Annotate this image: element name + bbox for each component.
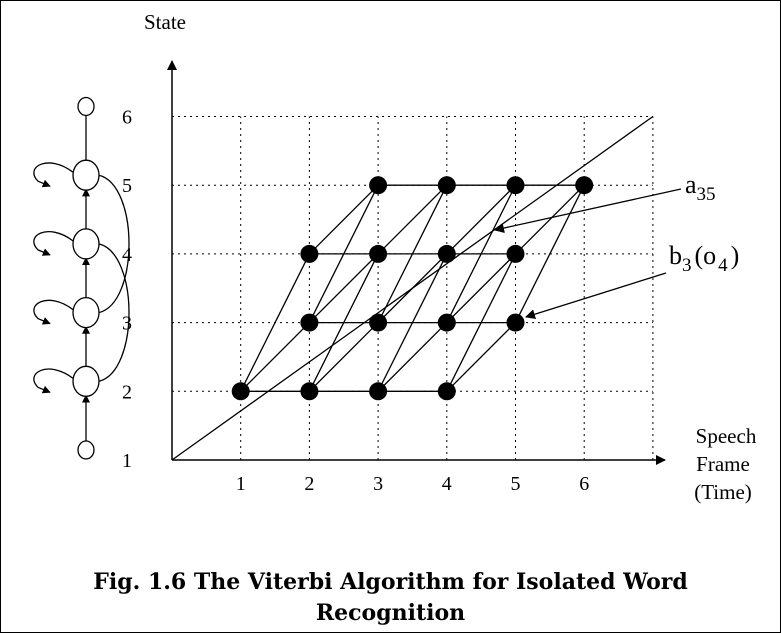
- figure-caption-line1: Fig. 1.6 The Viterbi Algorithm for Isola…: [93, 569, 688, 595]
- figure-caption-line2: Recognition: [315, 600, 466, 626]
- transition-edge: [240, 253, 310, 392]
- o-subscript: 4: [718, 255, 728, 276]
- hmm-self-loop: [33, 368, 74, 394]
- b-subscript: 3: [682, 255, 692, 276]
- hmm-state-3: [72, 296, 100, 329]
- transition-edge: [377, 253, 448, 324]
- hmm-self-loop: [33, 231, 74, 256]
- a35-subscript: 35: [697, 184, 716, 205]
- x-tick-label: 5: [511, 473, 521, 495]
- trellis-node: [506, 244, 525, 263]
- a35-base: a: [685, 170, 697, 199]
- transition-edge: [446, 184, 516, 255]
- trellis-node: [300, 313, 319, 332]
- hmm-state-6: [77, 96, 95, 117]
- hmm-state-1: [77, 440, 95, 460]
- trellis-node: [506, 176, 525, 195]
- transition-edge: [514, 184, 585, 323]
- x-tick-label: 3: [373, 473, 383, 495]
- trellis-node: [437, 244, 456, 263]
- y-tick-label: 5: [122, 175, 132, 197]
- x-axis-title-line1: Speech: [696, 424, 757, 448]
- y-tick-label: 4: [122, 244, 132, 266]
- hmm-skip-transition: [98, 243, 130, 382]
- trellis-node: [231, 382, 250, 401]
- b3o4-label: b3 (o 4): [669, 241, 739, 276]
- y-tick-label: 3: [122, 313, 132, 335]
- x-tick-labels: 1 2 3 4 5 6: [236, 473, 590, 495]
- transition-edge: [377, 184, 448, 255]
- trellis-node: [369, 382, 388, 401]
- x-axis-title-line2: Frame: [696, 452, 750, 476]
- y-tick-label: 1: [122, 450, 132, 472]
- x-tick-label: 4: [442, 473, 452, 495]
- transition-edge: [308, 253, 379, 324]
- hmm-skip-transition: [98, 174, 130, 314]
- transition-edge: [308, 184, 379, 255]
- trellis-node: [437, 176, 456, 195]
- trellis-node: [437, 382, 456, 401]
- transition-edge: [308, 322, 379, 392]
- hmm-state-chain: [33, 96, 130, 460]
- x-tick-label: 2: [304, 473, 314, 495]
- b-open: (o: [695, 241, 717, 270]
- y-tick-labels: 1 2 3 4 5 6: [122, 107, 132, 473]
- x-tick-label: 1: [236, 473, 246, 495]
- transition-edge: [240, 322, 310, 392]
- hmm-self-loop: [33, 162, 74, 188]
- transition-edge: [446, 322, 516, 392]
- a35-label: a35: [685, 170, 716, 205]
- trellis-nodes: [231, 176, 594, 401]
- transition-edge: [377, 322, 448, 392]
- transition-edge: [515, 184, 585, 255]
- trellis-node: [575, 176, 594, 195]
- b-close: ): [731, 241, 740, 270]
- trellis-transitions: [240, 184, 585, 392]
- hmm-state-2: [72, 365, 100, 397]
- trellis-node: [369, 176, 388, 195]
- b3o4-pointer-arrow: [525, 272, 667, 320]
- hmm-self-loop: [33, 299, 74, 325]
- trellis-node: [437, 313, 456, 332]
- trellis-node: [369, 313, 388, 332]
- hmm-state-5: [72, 159, 100, 191]
- trellis-node: [369, 244, 388, 263]
- hmm-state-4: [72, 228, 100, 260]
- y-axis-title: State: [144, 10, 186, 34]
- y-tick-label: 2: [122, 381, 132, 403]
- a35-pointer-arrow: [494, 188, 682, 233]
- b-base: b: [669, 241, 682, 270]
- trellis-node: [506, 313, 525, 332]
- trellis-node: [300, 382, 319, 401]
- transition-edge: [446, 253, 516, 324]
- x-tick-label: 6: [579, 473, 589, 495]
- y-tick-label: 6: [122, 107, 132, 129]
- trellis-node: [300, 244, 319, 263]
- x-axis-title-line3: (Time): [694, 480, 752, 504]
